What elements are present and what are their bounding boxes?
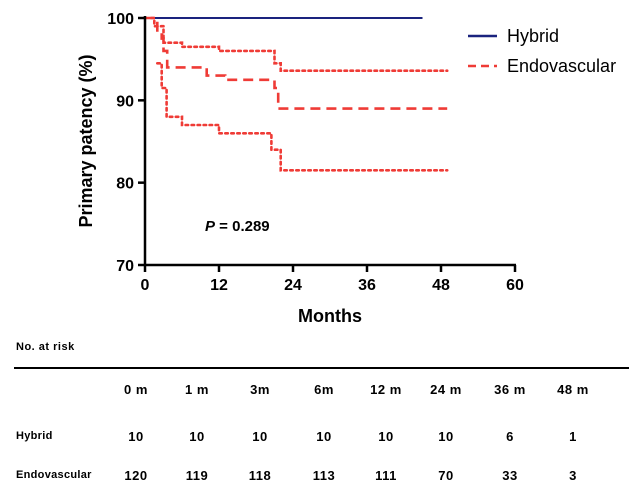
- y-tick-label: 80: [116, 176, 134, 193]
- risk-count: 10: [189, 429, 205, 444]
- risk-count: 10: [316, 429, 332, 444]
- risk-count: 10: [438, 429, 454, 444]
- risk-count: 10: [252, 429, 268, 444]
- risk-row-label: Hybrid: [16, 430, 53, 442]
- y-tick-label: 90: [116, 93, 134, 110]
- risk-header: 36 m: [494, 382, 526, 397]
- x-tick-label: 60: [506, 277, 524, 294]
- risk-header: 24 m: [430, 382, 462, 397]
- risk-count: 118: [248, 468, 272, 483]
- risk-count: 111: [375, 468, 397, 483]
- risk-table-title: No. at risk: [16, 341, 75, 353]
- risk-count: 1: [569, 429, 577, 444]
- risk-count: 120: [124, 468, 148, 483]
- risk-header: 0 m: [124, 382, 148, 397]
- risk-row-label: Endovascular: [16, 469, 92, 481]
- x-tick-label: 36: [358, 277, 376, 294]
- risk-header: 3m: [250, 382, 270, 397]
- risk-header: 1 m: [185, 382, 209, 397]
- x-tick-label: 12: [210, 277, 228, 294]
- p-value-text: = 0.289: [215, 218, 270, 235]
- risk-count: 6: [506, 429, 514, 444]
- p-value-annotation: P = 0.289: [205, 218, 270, 235]
- y-tick-label: 100: [107, 11, 134, 28]
- risk-header: 12 m: [370, 382, 402, 397]
- risk-table-divider: [14, 367, 629, 369]
- risk-count: 70: [438, 468, 454, 483]
- x-axis-label: Months: [298, 306, 362, 326]
- legend-label: Hybrid: [507, 26, 559, 46]
- survival-chart: 70 80 90 100 0 12 24 36 48 60 Primary patency (%)…: [76, 11, 616, 326]
- risk-header: 48 m: [557, 382, 589, 397]
- x-tick-label: 24: [284, 277, 302, 294]
- series-endovascular-lower-ci: [156, 62, 449, 172]
- x-tick-label: 0: [141, 277, 150, 294]
- p-value-symbol: P: [205, 218, 216, 235]
- risk-count: 119: [185, 468, 209, 483]
- y-axis-label: Primary patency (%): [76, 54, 96, 227]
- risk-count: 10: [378, 429, 394, 444]
- risk-table: No. at risk 0 m 1 m 3m 6m 12 m 24 m 36 m 48 m Hy…: [0, 335, 629, 498]
- legend-label: Endovascular: [507, 56, 616, 76]
- risk-count: 113: [312, 468, 336, 483]
- risk-count: 10: [128, 429, 144, 444]
- risk-count: 33: [502, 468, 518, 483]
- y-tick-label: 70: [116, 258, 134, 275]
- legend: Hybrid Endovascular: [468, 26, 616, 76]
- series-endovascular: [145, 16, 448, 110]
- risk-header: 6m: [314, 382, 334, 397]
- risk-count: 3: [569, 468, 577, 483]
- series-endovascular-upper-ci: [149, 16, 449, 72]
- x-tick-label: 48: [432, 277, 450, 294]
